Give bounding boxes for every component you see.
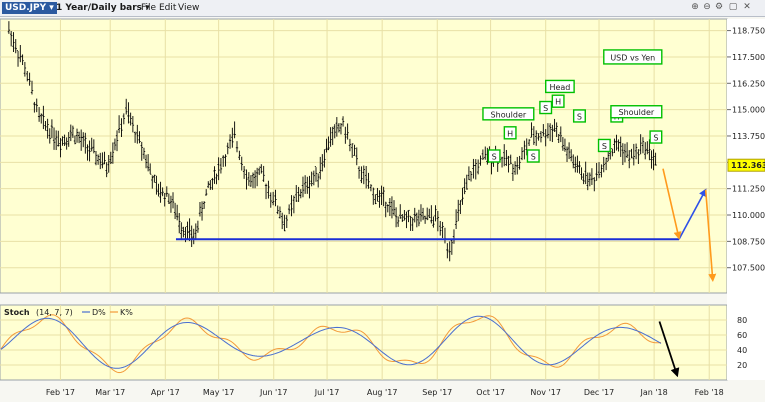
x-tick-label-4: Jun '17 <box>259 388 287 397</box>
last-price-tag <box>727 158 765 172</box>
x-tick-label-8: Oct '17 <box>476 388 505 397</box>
pattern-label-1: Shoulder <box>482 107 535 121</box>
right-axis-background <box>727 19 765 380</box>
pattern-label-text: S <box>531 153 536 162</box>
x-tick-label-6: Aug '17 <box>367 388 398 397</box>
price-bars <box>7 21 657 262</box>
pattern-label-box <box>597 138 611 153</box>
pattern-label-2: H <box>503 126 517 140</box>
period-selector[interactable]: 1 Year/Daily bars ▾ <box>56 3 150 13</box>
price-y-tick-label-7: 116.250 <box>732 79 765 88</box>
pattern-label-text: S <box>602 142 607 151</box>
x-tick-label-1: Mar '17 <box>95 388 125 397</box>
stoch-k-label: K% <box>120 308 133 317</box>
rise-arrow-line <box>678 188 707 240</box>
chart-title-text: USD vs Yen <box>610 53 655 62</box>
x-tick-label-5: Jul '17 <box>314 388 340 397</box>
x-tick-label-10: Dec '17 <box>584 388 614 397</box>
pattern-label-text: S <box>577 112 582 121</box>
title-bar: USD.JPY ▾ 1 Year/Daily bars ▾ File Edit … <box>0 0 765 17</box>
close-icon[interactable]: ✕ <box>743 2 751 12</box>
last-price-label: 112.363 <box>731 161 765 170</box>
stoch-arrow-line <box>658 321 680 378</box>
pattern-label-text: S <box>653 134 658 143</box>
stoch-d-label: D% <box>92 308 106 317</box>
pattern-label-11: S <box>649 130 663 144</box>
settings-icon[interactable]: ⚙ <box>714 2 724 12</box>
zoom-in-icon[interactable]: ⊕ <box>691 2 699 12</box>
fall-arrow-line <box>704 189 717 282</box>
x-tick-label-9: Nov '17 <box>530 388 561 397</box>
x-tick-label-12: Feb '18 <box>695 388 724 397</box>
pattern-label-4: S <box>539 100 553 115</box>
price-y-tick-label-5: 113.750 <box>732 132 765 141</box>
stoch-k-line <box>0 314 662 374</box>
pattern-label-box <box>610 105 663 119</box>
price-plot-area <box>0 18 728 294</box>
pattern-label-6: H <box>551 94 565 108</box>
stoch-y-tick-label-0: 20 <box>737 361 747 370</box>
chart-title: USD vs Yen <box>603 49 663 65</box>
pattern-label-box <box>539 100 553 115</box>
pattern-label-box <box>526 149 540 163</box>
chart-area: 107.500108.750110.000111.250112.500113.7… <box>0 17 765 402</box>
pattern-label-box <box>572 109 586 123</box>
menu-view[interactable]: View <box>178 3 200 13</box>
pattern-label-5: Head <box>545 79 575 94</box>
x-tick-label-2: Apr '17 <box>151 388 180 397</box>
pattern-label-box <box>545 79 575 94</box>
stoch-y-tick-label-3: 80 <box>737 316 747 325</box>
pattern-label-text: Shoulder <box>619 108 655 117</box>
x-tick-label-7: Sep '17 <box>422 388 452 397</box>
pattern-label-box <box>487 149 501 163</box>
price-y-tick-label-0: 107.500 <box>732 264 765 273</box>
menu-edit[interactable]: Edit <box>159 3 177 13</box>
pattern-label-box <box>482 107 535 121</box>
stoch-y-tick-label-2: 60 <box>737 331 747 340</box>
pattern-label-7: S <box>572 109 586 123</box>
price-y-tick-label-8: 117.500 <box>732 53 765 62</box>
pattern-label-box <box>503 126 517 140</box>
pattern-label-text: H <box>507 129 513 138</box>
price-y-tick-label-6: 115.000 <box>732 106 765 115</box>
symbol-selector[interactable]: USD.JPY ▾ <box>2 2 57 14</box>
drop-arrow-line <box>662 168 682 240</box>
chart-title-box <box>603 49 663 65</box>
pattern-label-text: Head <box>549 83 570 92</box>
x-tick-label-0: Feb '17 <box>46 388 75 397</box>
pattern-label-8: S <box>597 138 611 153</box>
symbol-label: USD.JPY <box>5 3 47 13</box>
stoch-params: (14, 7, 7) <box>36 308 73 317</box>
price-y-tick-label-1: 108.750 <box>732 237 765 246</box>
pattern-label-box <box>551 94 565 108</box>
stoch-d-line <box>0 315 662 369</box>
x-tick-label-3: May '17 <box>203 388 234 397</box>
pattern-label-0: S <box>487 149 501 163</box>
period-label: 1 Year/Daily bars <box>56 3 143 13</box>
stoch-plot-area <box>0 304 728 381</box>
price-y-tick-label-2: 110.000 <box>732 211 765 220</box>
menu-file[interactable]: File <box>141 3 157 13</box>
price-y-tick-label-3: 111.250 <box>732 185 765 194</box>
price-y-tick-label-9: 118.750 <box>732 27 765 36</box>
pattern-label-text: H <box>555 98 561 107</box>
zoom-out-icon[interactable]: ⊖ <box>703 2 711 12</box>
pattern-label-3: S <box>526 149 540 163</box>
pattern-label-text: Shoulder <box>491 110 527 119</box>
stoch-title: Stoch <box>4 308 30 317</box>
stoch-y-tick-label-1: 40 <box>737 346 747 355</box>
window-icon[interactable]: ▢ <box>728 2 738 12</box>
pattern-label-text: S <box>492 153 497 162</box>
pattern-label-box <box>649 130 663 144</box>
x-tick-label-11: Jan '18 <box>639 388 667 397</box>
pattern-label-text: S <box>543 104 548 113</box>
pattern-label-10: Shoulder <box>610 105 663 119</box>
